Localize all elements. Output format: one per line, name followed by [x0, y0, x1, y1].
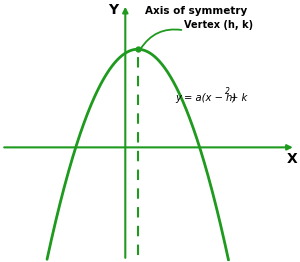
- Text: 2: 2: [225, 87, 230, 96]
- Text: Y: Y: [108, 3, 118, 17]
- Text: y = a(x − h): y = a(x − h): [175, 93, 236, 103]
- Text: Axis of symmetry: Axis of symmetry: [146, 6, 248, 16]
- Text: + k: + k: [230, 93, 247, 103]
- Text: Vertex (h, k): Vertex (h, k): [184, 20, 253, 30]
- Text: X: X: [287, 152, 298, 166]
